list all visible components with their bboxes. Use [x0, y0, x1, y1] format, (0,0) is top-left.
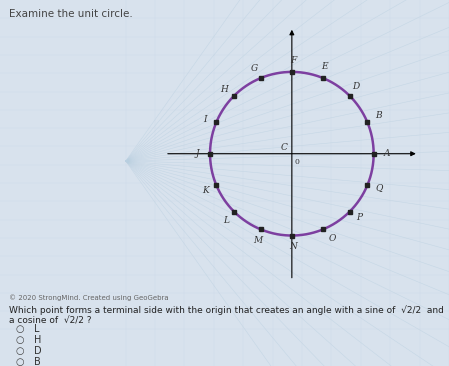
Text: O: O — [329, 234, 336, 243]
Text: L: L — [223, 216, 229, 225]
Text: B: B — [375, 111, 381, 120]
Text: H: H — [34, 335, 41, 345]
Text: Q: Q — [375, 183, 383, 192]
Text: K: K — [202, 186, 209, 195]
Text: Which point forms a terminal side with the origin that creates an angle with a s: Which point forms a terminal side with t… — [9, 306, 444, 326]
Text: M: M — [253, 236, 262, 245]
Text: A: A — [383, 149, 390, 158]
Text: B: B — [34, 357, 40, 366]
Text: N: N — [290, 243, 297, 251]
Text: J: J — [195, 149, 199, 158]
Text: I: I — [203, 115, 207, 124]
Text: ○: ○ — [16, 335, 24, 345]
Text: © 2020 StrongMind. Created using GeoGebra: © 2020 StrongMind. Created using GeoGebr… — [9, 295, 169, 301]
Text: F: F — [291, 56, 297, 65]
Text: E: E — [321, 62, 328, 71]
Text: 0: 0 — [295, 158, 299, 166]
Text: Examine the unit circle.: Examine the unit circle. — [9, 9, 133, 19]
Text: H: H — [220, 85, 228, 94]
Text: ○: ○ — [16, 346, 24, 356]
Text: C: C — [280, 143, 287, 153]
Text: ○: ○ — [16, 357, 24, 366]
Text: L: L — [34, 324, 39, 334]
Text: D: D — [352, 82, 360, 90]
Text: P: P — [357, 213, 362, 222]
Text: D: D — [34, 346, 41, 356]
Text: G: G — [251, 64, 258, 73]
Text: ○: ○ — [16, 324, 24, 334]
